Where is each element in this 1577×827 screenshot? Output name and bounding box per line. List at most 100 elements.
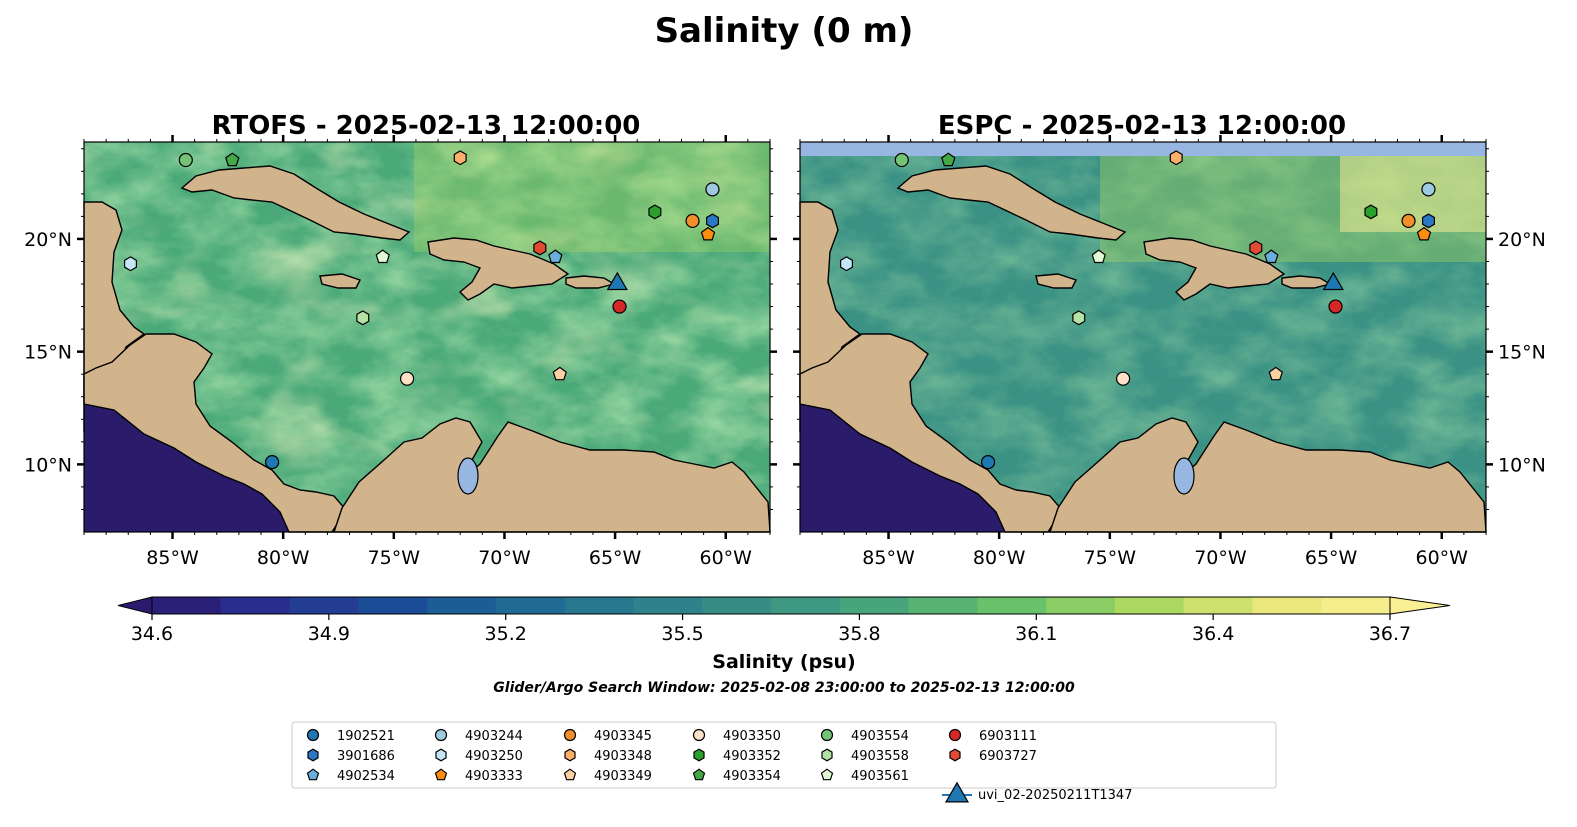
float-marker-4903558 bbox=[1072, 310, 1086, 326]
map-frame bbox=[799, 141, 1487, 533]
search-window-note: Glider/Argo Search Window: 2025-02-08 23… bbox=[493, 680, 1075, 696]
x-tick-label: 70°W bbox=[1194, 547, 1247, 569]
legend-marker-4902534 bbox=[306, 768, 320, 781]
legend-entry: 4903348 bbox=[564, 748, 652, 764]
legend-entry: 4903345 bbox=[563, 728, 652, 744]
colorbar-label: Salinity (psu) bbox=[712, 651, 855, 673]
map-frame bbox=[83, 141, 771, 533]
float-marker-4903350 bbox=[1115, 371, 1131, 386]
legend-label: 1902521 bbox=[337, 729, 395, 744]
float-marker-4903244 bbox=[705, 182, 720, 197]
legend-entry: 4903350 bbox=[692, 728, 781, 744]
legend-entry: 4903554 bbox=[820, 728, 909, 744]
legend-marker-4903350 bbox=[692, 728, 706, 742]
x-ticks: 85°W 80°W 75°W 70°W 65°W 60°W bbox=[799, 135, 1487, 569]
x-tick-label: 60°W bbox=[700, 547, 753, 569]
colorbar-segment bbox=[1183, 597, 1254, 614]
y-ticks: 10°N 15°N 20°N bbox=[793, 148, 1546, 510]
pacific-low-salinity bbox=[84, 392, 414, 532]
float-marker-uvi_02-20250211T1347 bbox=[1322, 271, 1344, 291]
float-marker-1902521 bbox=[264, 455, 280, 470]
legend-label: 6903111 bbox=[979, 729, 1037, 744]
lake-maracaibo bbox=[457, 457, 479, 495]
float-marker-6903727 bbox=[1249, 240, 1263, 256]
legend-entry: 4903244 bbox=[434, 728, 523, 744]
float-marker-4903244 bbox=[1421, 182, 1436, 197]
float-marker-4903561 bbox=[375, 249, 390, 264]
colorbar-segment bbox=[908, 597, 978, 614]
x-ticks: 85°W 80°W 75°W 70°W 65°W 60°W bbox=[83, 135, 771, 569]
x-tick-label: 80°W bbox=[257, 547, 310, 569]
colorbar: 34.6 34.9 35.2 35.5 35.8 36.1 36.4 36.7 bbox=[117, 596, 1451, 645]
float-marker-6903111 bbox=[612, 299, 627, 314]
float-marker-4903349 bbox=[552, 366, 568, 381]
float-marker-4903558 bbox=[356, 310, 370, 326]
float-marker-4903354 bbox=[941, 152, 956, 167]
colorbar-segment bbox=[495, 597, 566, 614]
x-tick-label: 80°W bbox=[973, 547, 1026, 569]
legend-marker-4903354 bbox=[692, 768, 706, 781]
legend-label: uvi_02-20250211T1347 bbox=[978, 788, 1132, 803]
legend-label: 6903727 bbox=[979, 749, 1037, 764]
legend-entry: 4903333 bbox=[434, 768, 523, 784]
float-marker-4903333 bbox=[1416, 226, 1432, 241]
colorbar-segment bbox=[1114, 597, 1185, 614]
legend-marker-4903244 bbox=[434, 728, 448, 742]
legend-entry: 4903558 bbox=[821, 748, 909, 764]
colorbar-segment bbox=[771, 597, 841, 614]
float-marker-4903354 bbox=[225, 152, 240, 167]
legend-label: 4903554 bbox=[851, 729, 909, 744]
colorbar-segment bbox=[702, 597, 772, 614]
legend-marker-4903349 bbox=[563, 768, 577, 781]
legend-label: 3901686 bbox=[337, 749, 395, 764]
legend-marker-4903345 bbox=[563, 728, 577, 742]
legend-entry: 6903111 bbox=[948, 728, 1037, 744]
panel-rtofs: RTOFS - 2025-02-13 12:00:00 85°W 80°W 75°W… bbox=[24, 111, 777, 569]
legend-label: 4903354 bbox=[723, 769, 781, 784]
suptitle: Salinity (0 m) bbox=[655, 11, 914, 51]
float-markers bbox=[839, 150, 1436, 470]
colorbar-segment bbox=[220, 597, 291, 614]
legend-marker-4903333 bbox=[434, 768, 448, 781]
float-marker-6903727 bbox=[533, 240, 547, 256]
float-marker-4903349 bbox=[1268, 366, 1284, 381]
float-marker-4903554 bbox=[894, 152, 909, 168]
float-marker-4903352 bbox=[648, 204, 662, 220]
legend-entry: uvi_02-20250211T1347 bbox=[942, 781, 1132, 803]
float-marker-4903250 bbox=[123, 256, 138, 272]
float-marker-4903345 bbox=[1401, 213, 1416, 229]
x-tick-label: 60°W bbox=[1416, 547, 1469, 569]
legend-entry: 4902534 bbox=[306, 768, 395, 784]
float-marker-uvi_02-20250211T1347 bbox=[606, 271, 628, 291]
colorbar-tick-label: 36.1 bbox=[1015, 623, 1057, 645]
colorbar-segment bbox=[289, 597, 359, 614]
legend-entry: 4903354 bbox=[692, 768, 781, 784]
colorbar-frame bbox=[151, 596, 1391, 615]
float-marker-3901686 bbox=[705, 213, 720, 229]
legend-entry: 6903727 bbox=[949, 748, 1037, 764]
float-marker-3901686 bbox=[1421, 213, 1436, 229]
legend-marker-4903348 bbox=[564, 748, 576, 762]
colorbar-segment bbox=[152, 597, 222, 614]
legend-label: 4903244 bbox=[465, 729, 523, 744]
colorbar-tick-label: 35.8 bbox=[838, 623, 880, 645]
float-marker-4903250 bbox=[839, 256, 854, 272]
legend-entry: 4903250 bbox=[435, 748, 523, 764]
panel-espc: ESPC - 2025-02-13 12:00:00 85°W 80°W 75°W 7… bbox=[793, 111, 1546, 569]
colorbar-segment bbox=[1046, 597, 1116, 614]
legend-label: 4903352 bbox=[723, 749, 781, 764]
north-high-salinity bbox=[414, 142, 770, 252]
missing-data-strip bbox=[800, 142, 1486, 156]
legend-entry: 3901686 bbox=[307, 748, 395, 764]
y-tick-label: 15°N bbox=[1498, 342, 1546, 364]
y-tick-label: 20°N bbox=[1498, 229, 1546, 251]
colorbar-segment bbox=[1321, 597, 1391, 614]
legend-entry: 1902521 bbox=[306, 728, 395, 744]
panel-title: RTOFS - 2025-02-13 12:00:00 bbox=[212, 111, 641, 141]
colorbar-segment bbox=[633, 597, 703, 614]
legend-marker-6903727 bbox=[949, 748, 961, 762]
colorbar-tick-label: 35.5 bbox=[661, 623, 703, 645]
colorbar-tick-label: 34.6 bbox=[131, 623, 173, 645]
float-marker-4903345 bbox=[685, 213, 700, 229]
